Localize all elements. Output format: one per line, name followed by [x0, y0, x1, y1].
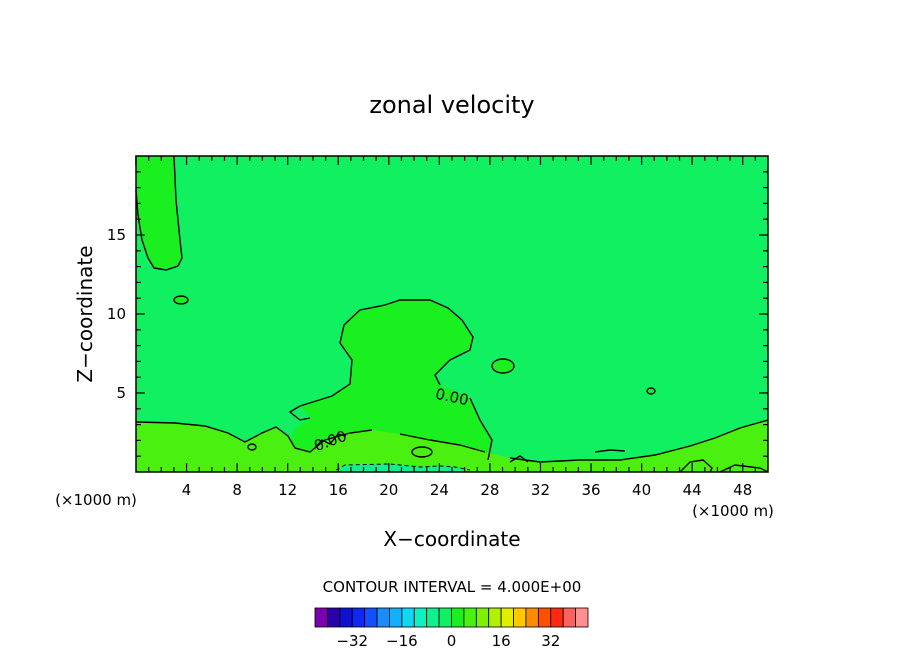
- y-axis-label: Z−coordinate: [73, 245, 97, 382]
- region-center: [280, 300, 492, 472]
- x-tick-label: 12: [278, 481, 297, 499]
- x-tick-label: 8: [232, 481, 242, 499]
- y-tick-label: 10: [107, 305, 126, 323]
- colorbar-swatch: [488, 607, 502, 628]
- region-negative: [336, 464, 470, 472]
- y-axis-ticks: [136, 171, 768, 457]
- colorbar-swatch: [438, 607, 452, 628]
- colorbar-swatch: [575, 607, 589, 628]
- colorbar-swatch: [426, 607, 440, 628]
- x-axis-label: X−coordinate: [383, 527, 520, 551]
- colorbar-tick-label: −32: [336, 632, 368, 650]
- colorbar-swatch: [339, 607, 353, 628]
- colorbar-swatch: [389, 607, 403, 628]
- colorbar-swatch: [525, 607, 539, 628]
- colorbar-swatch: [314, 607, 328, 628]
- x-tick-label: 16: [329, 481, 348, 499]
- colorbar-swatch: [550, 607, 564, 628]
- x-tick-label: 44: [683, 481, 702, 499]
- colorbar-tick-label: −16: [386, 632, 418, 650]
- chart-title: zonal velocity: [369, 91, 534, 119]
- colorbar-tick-labels: −32 −16 0 16 32: [336, 632, 560, 650]
- contour-interval-text: CONTOUR INTERVAL = 4.000E+00: [323, 578, 582, 596]
- region-small-blob: [492, 359, 514, 373]
- x-tick-label: 40: [632, 481, 651, 499]
- y-tick-label: 5: [116, 384, 126, 402]
- colorbar-tick-label: 16: [492, 632, 511, 650]
- colorbar-tick-label: 32: [541, 632, 560, 650]
- x-tick-label: 28: [480, 481, 499, 499]
- x-unit-left: (×1000 m): [55, 491, 137, 509]
- colorbar-swatch: [513, 607, 527, 628]
- region-upper-left: [136, 156, 182, 270]
- colorbar-swatch: [451, 607, 465, 628]
- region-small-blob: [647, 388, 655, 394]
- colorbar-swatch: [364, 607, 378, 628]
- colorbar-swatch: [500, 607, 514, 628]
- y-tick-label: 15: [107, 226, 126, 244]
- colorbar-swatch: [351, 607, 366, 628]
- x-axis-tick-labels: 4 8 12 16 20 24 28 32 36 40 44 48: [182, 481, 752, 499]
- x-tick-label: 24: [430, 481, 449, 499]
- x-unit-right: (×1000 m): [692, 502, 774, 520]
- colorbar-tick-label: 0: [447, 632, 457, 650]
- x-tick-label: 48: [733, 481, 752, 499]
- colorbar-swatch: [401, 607, 415, 628]
- colorbar-swatch: [413, 607, 428, 628]
- colorbar-swatch: [537, 607, 552, 628]
- x-axis-ticks: [148, 156, 756, 472]
- region-small-blob: [174, 296, 188, 304]
- colorbar-swatch: [475, 607, 490, 628]
- colorbar-swatch: [463, 607, 477, 628]
- colorbar-swatch: [562, 607, 576, 628]
- region-near-surface: [136, 420, 768, 472]
- colorbar-swatch: [376, 607, 390, 628]
- colorbar: [314, 607, 589, 628]
- x-tick-label: 36: [581, 481, 600, 499]
- y-axis-tick-labels: 5 10 15: [107, 226, 126, 402]
- x-tick-label: 32: [531, 481, 550, 499]
- x-tick-label: 20: [379, 481, 398, 499]
- x-tick-label: 4: [182, 481, 192, 499]
- contour-lines-negative: [335, 463, 471, 471]
- colorbar-swatch: [327, 607, 341, 628]
